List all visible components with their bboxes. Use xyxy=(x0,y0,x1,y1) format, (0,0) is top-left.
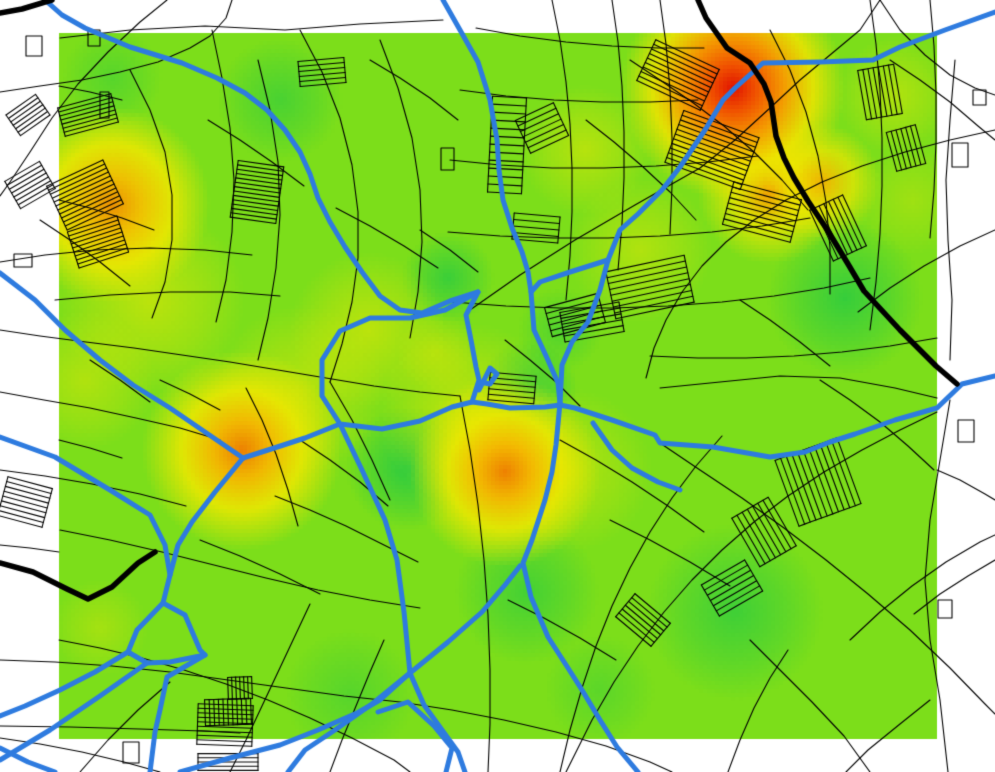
road-network-layer xyxy=(0,0,995,772)
map-viewport[interactable] xyxy=(0,0,995,772)
